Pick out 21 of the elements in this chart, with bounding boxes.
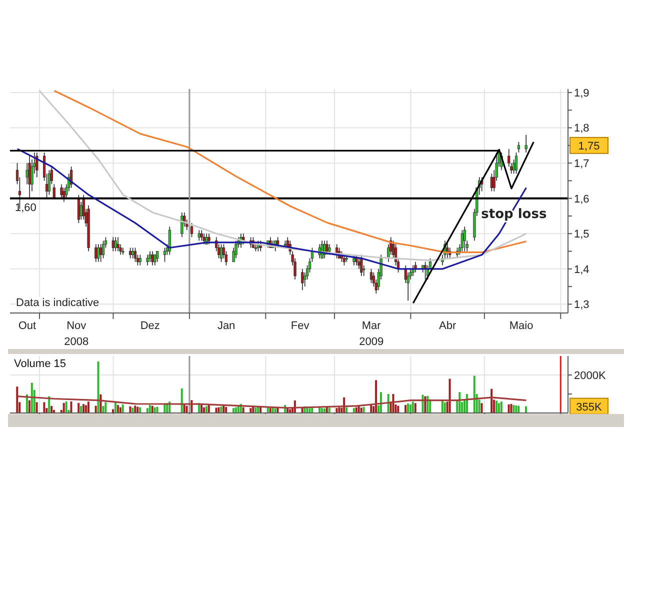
x-tick-label: Fev	[290, 320, 310, 332]
x-tick-label: Out	[18, 320, 36, 332]
annotation: 1,75	[578, 140, 600, 152]
y-tick-label: 1,7	[574, 158, 590, 170]
x-tick-label: Dez	[140, 320, 160, 332]
x-tick-label: Jan	[217, 320, 236, 332]
y-tick-label: 1,3	[574, 299, 590, 312]
x-tick-label: Mar 2009	[359, 320, 384, 348]
y-tick-label: 2000K	[574, 370, 606, 382]
annotation: Data is indicative	[16, 297, 100, 309]
y-tick-label: 1,4	[574, 264, 590, 276]
y-tick-label: 1,9	[574, 87, 590, 100]
y-tick-label: 1,5	[574, 228, 590, 241]
y-tick-label: 1,8	[574, 122, 590, 135]
y-tick-label: 1,6	[574, 193, 590, 206]
ref-line-label: 1,60	[15, 202, 36, 214]
x-tick-label: Abr	[438, 320, 456, 332]
x-tick-label: Nov 2008	[64, 320, 89, 348]
chart-title: Volume 15	[14, 358, 66, 370]
x-tick-label: Maio	[509, 320, 534, 332]
annotation: 355K	[576, 401, 602, 414]
